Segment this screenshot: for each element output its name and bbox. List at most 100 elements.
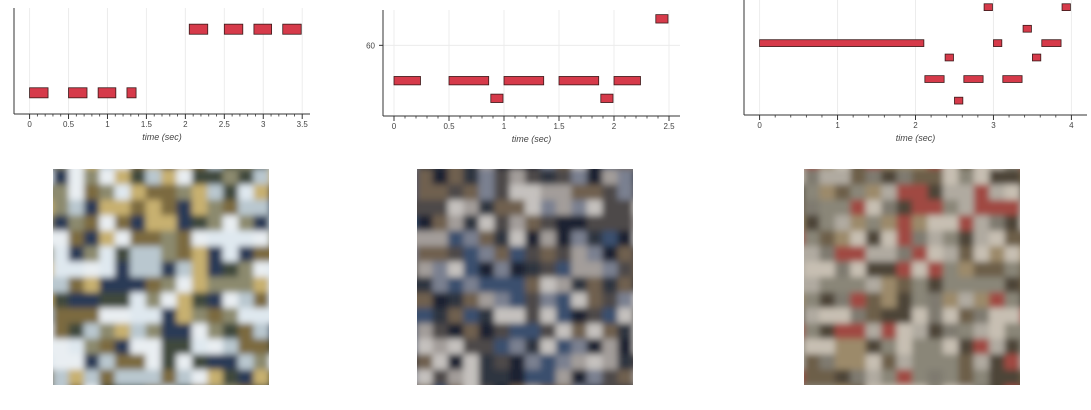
mosaic-cell [238, 230, 255, 248]
mosaic-cell [958, 199, 975, 217]
mosaic-cell [68, 261, 85, 278]
mosaic-cell [617, 292, 633, 309]
mosaic-cell [617, 261, 633, 278]
mosaic-cell [222, 292, 240, 309]
mosaic-cell [145, 246, 162, 263]
mosaic-cell [958, 369, 975, 385]
mosaic-cell [850, 338, 867, 356]
mosaic-cell [238, 199, 255, 217]
mosaic-cell [958, 277, 975, 294]
mosaic-cell [222, 215, 240, 232]
mosaic-cell [191, 292, 209, 309]
note-bar [983, 3, 993, 12]
mosaic-cell [161, 169, 178, 186]
mosaic-cell [68, 292, 85, 309]
mosaic-cell [207, 354, 224, 371]
chart-panel-3: 0 1 2 3 4 time (sec) [730, 0, 1091, 155]
mosaic-cell [927, 338, 944, 356]
mosaic-cell [571, 261, 588, 278]
mosaic-cell [989, 307, 1006, 325]
mosaic-cell [973, 277, 991, 294]
x-tick-label: 0.5 [443, 122, 455, 131]
mosaic-cell [447, 184, 465, 201]
mosaic-cell [819, 246, 836, 263]
mosaic-cell [555, 261, 573, 278]
mosaic-cell [912, 261, 929, 278]
mosaic-cell [850, 323, 867, 340]
mosaic-cell [161, 323, 178, 340]
mosaic-cell [161, 199, 178, 217]
mosaic-cell [494, 199, 511, 217]
mosaic-cell [494, 215, 511, 232]
mosaic-cell [447, 354, 465, 371]
mosaic-cell [509, 354, 526, 371]
mosaic-cell [494, 338, 511, 356]
mosaic-cell [130, 199, 147, 217]
mosaic-cell [958, 230, 975, 248]
mosaic-cell [145, 169, 162, 186]
mosaic-cell [586, 354, 604, 371]
mosaic-cell [417, 169, 434, 186]
mosaic-cell [145, 184, 162, 201]
mosaic-cell [958, 323, 975, 340]
mosaic-cell [207, 323, 224, 340]
mosaic-cell [819, 369, 836, 385]
mosaic-cell [881, 338, 898, 356]
mosaic-cell [602, 307, 619, 325]
mosaic-cell [417, 230, 434, 248]
mosaic-cell [253, 323, 269, 340]
note-bar [993, 39, 1003, 47]
mosaic-cell [222, 277, 240, 294]
mosaic-cell [238, 169, 255, 186]
mosaic-cell [973, 215, 991, 232]
note-bar [1002, 75, 1023, 83]
mosaic-cell [83, 169, 101, 186]
mosaic-cell [207, 261, 224, 278]
mosaic-cell [114, 230, 132, 248]
mosaic-cell [114, 261, 132, 278]
mosaic-cell [617, 169, 633, 186]
mosaic-cell [207, 169, 224, 186]
mosaic-cell [927, 292, 944, 309]
mosaic-cell [586, 323, 604, 340]
mosaic-cell [191, 246, 209, 263]
mosaic-cell [586, 169, 604, 186]
mosaic-cell [417, 215, 434, 232]
mosaic-cell [819, 292, 836, 309]
mosaic-cell [191, 323, 209, 340]
mosaic-cell [834, 277, 852, 294]
mosaic-cell [53, 199, 70, 217]
mosaic-cell [555, 199, 573, 217]
mosaic-cell [494, 230, 511, 248]
mosaic-cell [176, 215, 193, 232]
mosaic-cell [942, 246, 960, 263]
mosaic-cell [478, 230, 496, 248]
mosaic-cell [1004, 230, 1020, 248]
mosaic-cell [417, 307, 434, 325]
mosaic-cell [494, 169, 511, 186]
mosaic-cell [602, 246, 619, 263]
mosaic-cell [53, 246, 70, 263]
mosaic-cell [912, 184, 929, 201]
mosaic-cell [145, 338, 162, 356]
mosaic-cell [617, 323, 633, 340]
mosaic-cell [161, 215, 178, 232]
x-tick-label: 1 [105, 120, 110, 129]
mosaic-cell [586, 184, 604, 201]
mosaic-cell [525, 354, 542, 371]
x-tick-label: 1 [502, 122, 507, 131]
mosaic-cell [912, 323, 929, 340]
mosaic-cell [1004, 292, 1020, 309]
mosaic-cell [896, 215, 913, 232]
mosaic-cell [253, 307, 269, 325]
mosaic-cell [927, 369, 944, 385]
mosaic-cell [253, 369, 269, 385]
mosaic-cell [586, 215, 604, 232]
mosaic-cell [804, 184, 821, 201]
mosaic-cell [525, 184, 542, 201]
x-tick-label: 0.5 [63, 120, 75, 129]
mosaic-cell [540, 292, 557, 309]
mosaic-cell [989, 184, 1006, 201]
mosaic-cell [417, 184, 434, 201]
mosaic-cell [83, 261, 101, 278]
